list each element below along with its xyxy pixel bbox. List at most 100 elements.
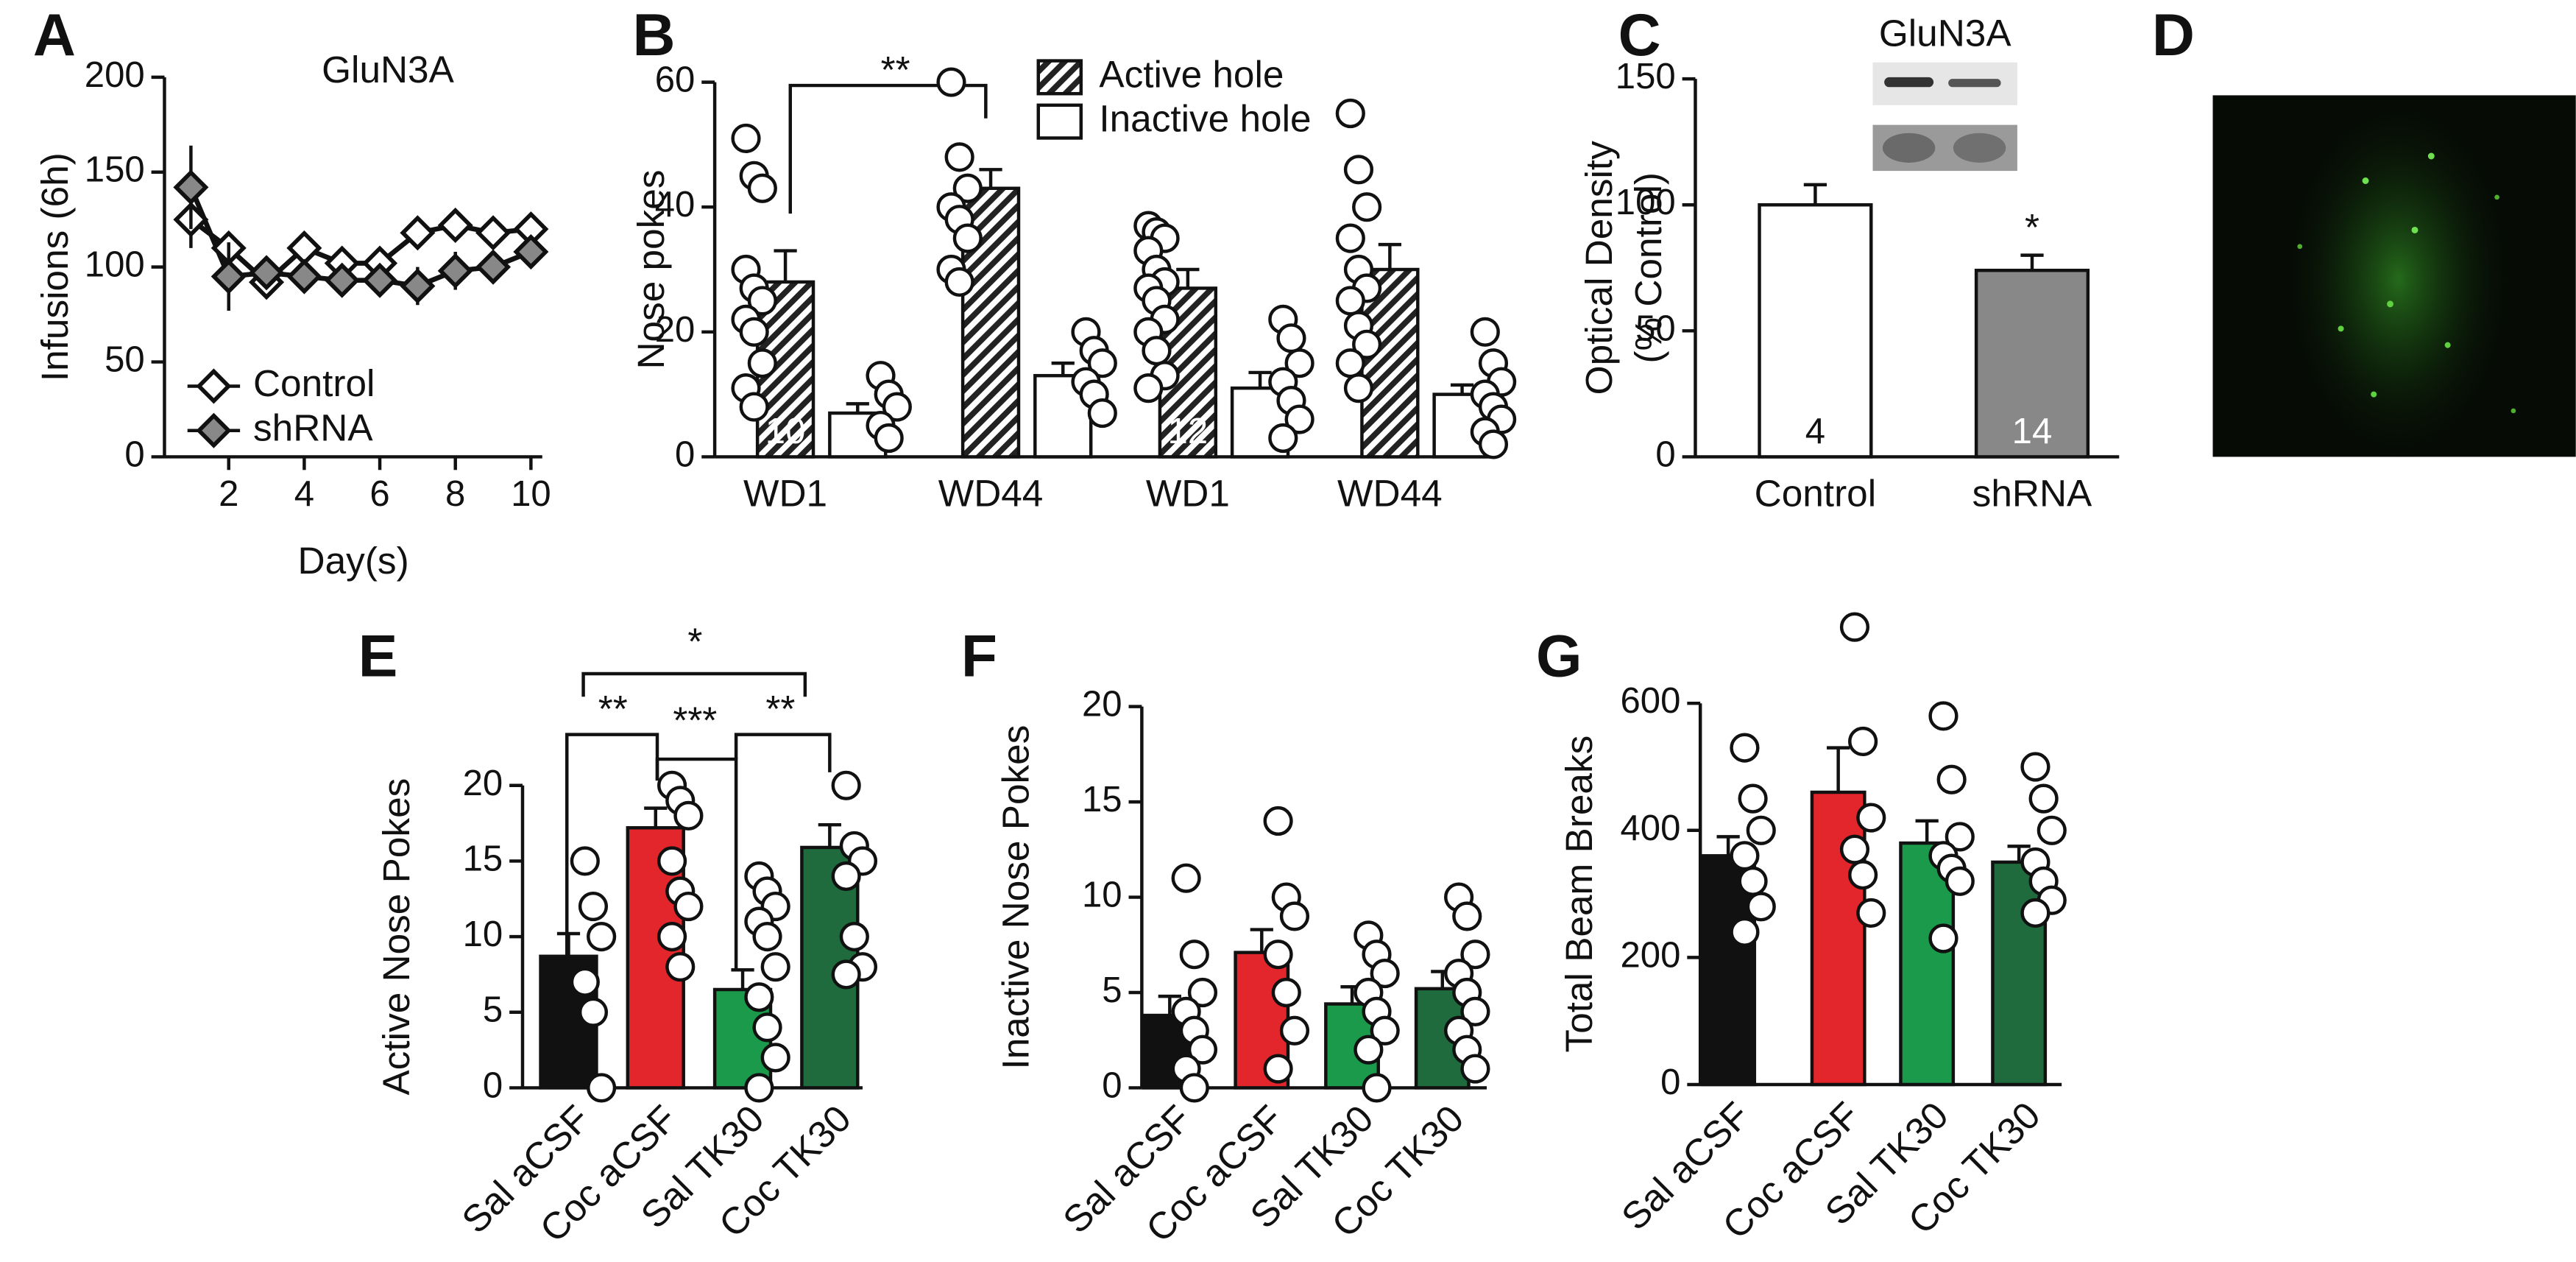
data-point (1856, 803, 1886, 833)
data-point (1352, 192, 1382, 222)
x-tick-label: WD44 (1337, 473, 1443, 515)
data-point (2020, 752, 2050, 782)
y-tick-label: 0 (483, 1065, 503, 1105)
data-point (1856, 898, 1886, 928)
data-point (1263, 1054, 1293, 1084)
data-point (1452, 901, 1482, 931)
blot-inset (1872, 62, 2017, 172)
data-point (2020, 898, 2050, 928)
data-point (1730, 917, 1760, 947)
significance-label: ** (765, 688, 795, 730)
bar (1758, 202, 1873, 459)
data-point (2037, 815, 2067, 845)
data-point (1945, 866, 1975, 896)
data-point (952, 173, 983, 203)
data-point (665, 952, 696, 982)
data-point (874, 423, 904, 454)
n-label: 10 (765, 412, 806, 451)
data-point (747, 286, 777, 316)
y-tick-label: 200 (1621, 935, 1681, 975)
panel-label: F (961, 623, 997, 689)
y-tick-label: 15 (463, 839, 503, 878)
data-point (673, 891, 704, 922)
data-point (1284, 404, 1314, 434)
y-tick-label: 20 (655, 310, 696, 350)
significance-bracket (655, 757, 738, 970)
y-tick-label: 40 (655, 185, 696, 225)
significance-bracket (581, 671, 807, 697)
data-point (882, 392, 912, 422)
data-point (1848, 726, 1878, 757)
data-point (936, 67, 966, 97)
data-point (1354, 1034, 1384, 1065)
data-point (1179, 1073, 1209, 1103)
significance-bracket (565, 733, 659, 970)
bar (1991, 860, 2048, 1087)
bar (1899, 841, 1956, 1087)
marker (475, 249, 512, 285)
y-axis-label: (% Control) (1627, 172, 1669, 364)
panel-label: A (33, 2, 76, 68)
marker (437, 253, 473, 289)
x-tick-label: 4 (294, 474, 314, 514)
data-point (1187, 1034, 1218, 1065)
marker (513, 234, 549, 270)
y-axis-label: Total Beam Breaks (1558, 736, 1600, 1053)
x-tick-label: Control (1755, 473, 1876, 515)
y-tick-label: 5 (483, 990, 503, 1030)
data-point (831, 861, 861, 892)
data-point (1276, 323, 1306, 353)
data-point (1738, 866, 1768, 896)
data-point (747, 348, 777, 378)
panel-label: D (2152, 2, 2195, 68)
y-tick-label: 60 (655, 60, 696, 100)
legend-label: shRNA (253, 406, 373, 448)
y-tick-label: 0 (1655, 434, 1675, 474)
panel-label: E (358, 623, 398, 689)
y-tick-label: 100 (1616, 183, 1676, 222)
y-tick-label: 0 (675, 434, 695, 474)
y-tick-label: 50 (1635, 309, 1676, 348)
data-point (1335, 348, 1365, 378)
data-point (1362, 1073, 1392, 1103)
data-point (731, 123, 761, 154)
data-point (752, 1012, 782, 1043)
x-tick-label: shRNA (1972, 473, 2092, 515)
x-tick-label: WD1 (743, 473, 827, 515)
data-point (1087, 398, 1117, 429)
legend-label: Inactive hole (1099, 98, 1311, 140)
x-tick-label: 8 (445, 474, 465, 514)
y-tick-label: 10 (1082, 875, 1122, 915)
data-point (1263, 940, 1293, 970)
data-point (570, 846, 600, 876)
data-point (673, 800, 704, 831)
data-point (1179, 940, 1209, 970)
marker (400, 268, 436, 304)
data-point (1268, 423, 1298, 454)
significance-label: ** (598, 688, 628, 730)
data-point (1279, 1015, 1310, 1046)
y-tick-label: 0 (1102, 1065, 1122, 1105)
data-point (752, 922, 782, 952)
x-tick-label: 10 (511, 474, 551, 514)
data-point (1730, 733, 1760, 763)
y-axis-label: Infusions (6h) (34, 152, 76, 381)
marker (210, 258, 247, 295)
data-point (1263, 806, 1293, 836)
data-point (578, 891, 609, 922)
y-axis-label: Optical Density (1578, 141, 1620, 395)
y-tick-label: 5 (1102, 970, 1122, 1010)
y-axis-label: Nose pokes (630, 169, 672, 369)
significance-bracket (788, 83, 988, 214)
data-point (744, 982, 774, 1012)
significance-label: * (2025, 206, 2039, 248)
data-point (1460, 996, 1490, 1026)
data-point (1284, 348, 1314, 378)
series-line (189, 217, 531, 286)
significance-label: * (687, 620, 702, 662)
data-point (578, 997, 609, 1027)
legend-swatch (1036, 103, 1083, 140)
legend-marker (196, 368, 232, 404)
data-point (1370, 1015, 1400, 1046)
